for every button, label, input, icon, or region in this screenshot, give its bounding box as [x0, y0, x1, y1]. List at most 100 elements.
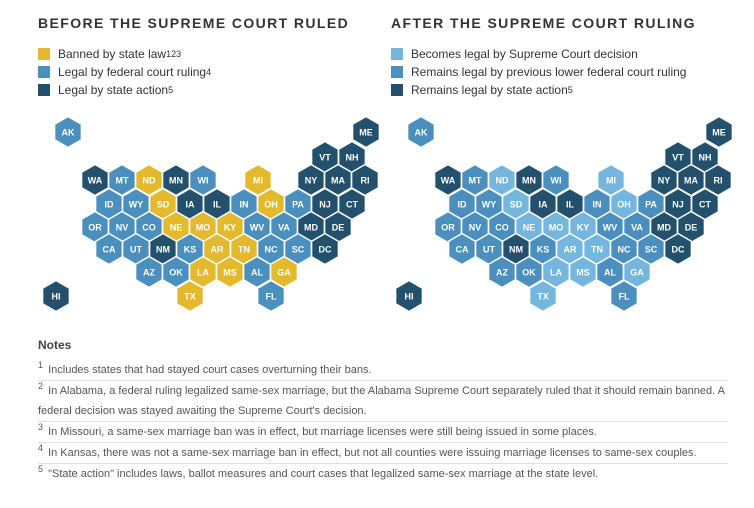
state-hex-label: TX	[537, 292, 549, 302]
state-hex-label: NH	[699, 153, 712, 163]
state-hex-label: NV	[116, 223, 129, 233]
before-hex-map: AK ME VT NH WA MT ND MN WI MI NY MA RI ID WY SD IA IL IN OH…	[41, 115, 381, 313]
state-hex-label: ID	[105, 200, 115, 210]
state-hex-shape	[406, 115, 436, 149]
state-hex-label: CA	[103, 245, 116, 255]
legend-label: Banned by state law	[58, 47, 167, 61]
state-hex-label: HI	[52, 292, 61, 302]
state-hex-label: SC	[292, 245, 305, 255]
state-hex-label: WI	[198, 176, 209, 186]
state-hex-label: LA	[197, 268, 209, 278]
state-hex-label: IL	[213, 200, 222, 210]
state-hex-label: MT	[469, 176, 482, 186]
state-hex-dc: DC	[663, 232, 693, 266]
state-hex-label: GA	[277, 268, 291, 278]
state-hex-label: VT	[672, 153, 684, 163]
state-hex-label: MD	[657, 223, 671, 233]
state-hex-label: MO	[549, 223, 564, 233]
after-panel-title: AFTER THE SUPREME COURT RULING	[391, 15, 696, 31]
note-text: In Alabama, a federal ruling legalized s…	[38, 385, 725, 417]
state-hex-label: LA	[550, 268, 562, 278]
state-hex-label: KY	[224, 223, 237, 233]
note-number: 1	[38, 360, 44, 371]
state-hex-shape	[704, 115, 734, 149]
state-hex-fl: FL	[256, 279, 286, 313]
state-hex-shape	[310, 232, 340, 266]
note-text: Includes states that had stayed court ca…	[48, 364, 372, 376]
legend-swatch-remains-federal	[391, 66, 403, 78]
state-hex-label: AZ	[496, 268, 508, 278]
state-hex-label: NY	[658, 176, 671, 186]
legend-item-federal: Legal by federal court ruling 4	[38, 63, 211, 81]
state-hex-label: MS	[223, 268, 237, 278]
state-hex-label: ND	[496, 176, 509, 186]
state-hex-label: NY	[305, 176, 318, 186]
legend-label: Remains legal by previous lower federal …	[411, 65, 687, 79]
state-hex-label: ME	[359, 128, 373, 138]
note-item: 4 In Kansas, there was not a same-sex ma…	[38, 442, 728, 463]
state-hex-label: RI	[714, 176, 723, 186]
note-number: 2	[38, 381, 44, 392]
state-hex-label: AL	[251, 268, 263, 278]
legend-label: Legal by federal court ruling	[58, 65, 207, 79]
state-hex-label: OH	[264, 200, 278, 210]
state-hex-shape	[394, 279, 424, 313]
state-hex-shape	[528, 279, 558, 313]
legend-label: Remains legal by state action	[411, 83, 568, 97]
state-hex-label: NM	[509, 245, 523, 255]
state-hex-az: AZ	[134, 255, 164, 289]
state-hex-label: MI	[606, 176, 616, 186]
state-hex-label: CO	[495, 223, 509, 233]
state-hex-label: MO	[196, 223, 211, 233]
state-hex-label: WV	[603, 223, 618, 233]
state-hex-shape	[41, 279, 71, 313]
note-text: In Kansas, there was not a same-sex marr…	[48, 447, 697, 459]
state-hex-label: NC	[265, 245, 278, 255]
state-hex-label: PA	[645, 200, 657, 210]
state-hex-label: SD	[510, 200, 523, 210]
state-hex-label: ID	[458, 200, 468, 210]
state-hex-label: FL	[619, 292, 630, 302]
note-item: 3 In Missouri, a same-sex marriage ban w…	[38, 421, 728, 442]
legend-swatch-state	[38, 84, 50, 96]
state-hex-label: UT	[130, 245, 142, 255]
state-hex-label: CO	[142, 223, 156, 233]
state-hex-tx: TX	[528, 279, 558, 313]
state-hex-label: FL	[266, 292, 277, 302]
state-hex-label: HI	[405, 292, 414, 302]
state-hex-label: KY	[577, 223, 590, 233]
state-hex-ak: AK	[406, 115, 436, 149]
state-hex-shape	[609, 279, 639, 313]
state-hex-ak: AK	[53, 115, 83, 149]
state-hex-label: WI	[551, 176, 562, 186]
state-hex-label: VA	[631, 223, 643, 233]
state-hex-label: WV	[250, 223, 265, 233]
state-hex-label: NH	[346, 153, 359, 163]
legend-swatch-banned	[38, 48, 50, 60]
state-hex-shape	[256, 279, 286, 313]
state-hex-label: CT	[699, 200, 711, 210]
state-hex-label: AR	[211, 245, 224, 255]
state-hex-label: IL	[566, 200, 575, 210]
state-hex-label: CA	[456, 245, 469, 255]
state-hex-label: NM	[156, 245, 170, 255]
state-hex-label: DE	[685, 223, 698, 233]
legend-swatch-scotus	[391, 48, 403, 60]
legend-label: Becomes legal by Supreme Court decision	[411, 47, 638, 61]
state-hex-ms: MS	[568, 255, 598, 289]
state-hex-label: WA	[88, 176, 103, 186]
state-hex-hi: HI	[394, 279, 424, 313]
after-hex-map: AK ME VT NH WA MT ND MN WI MI NY MA RI ID WY SD IA IL IN OH…	[394, 115, 734, 313]
state-hex-label: MD	[304, 223, 318, 233]
state-hex-label: SD	[157, 200, 170, 210]
state-hex-label: TN	[591, 245, 603, 255]
state-hex-label: DC	[319, 245, 332, 255]
note-number: 4	[38, 443, 44, 454]
state-hex-label: OK	[522, 268, 536, 278]
state-hex-label: NJ	[672, 200, 684, 210]
state-hex-label: WY	[482, 200, 497, 210]
state-hex-label: ME	[712, 128, 726, 138]
state-hex-label: MI	[253, 176, 263, 186]
state-hex-label: GA	[630, 268, 644, 278]
state-hex-label: KS	[537, 245, 550, 255]
